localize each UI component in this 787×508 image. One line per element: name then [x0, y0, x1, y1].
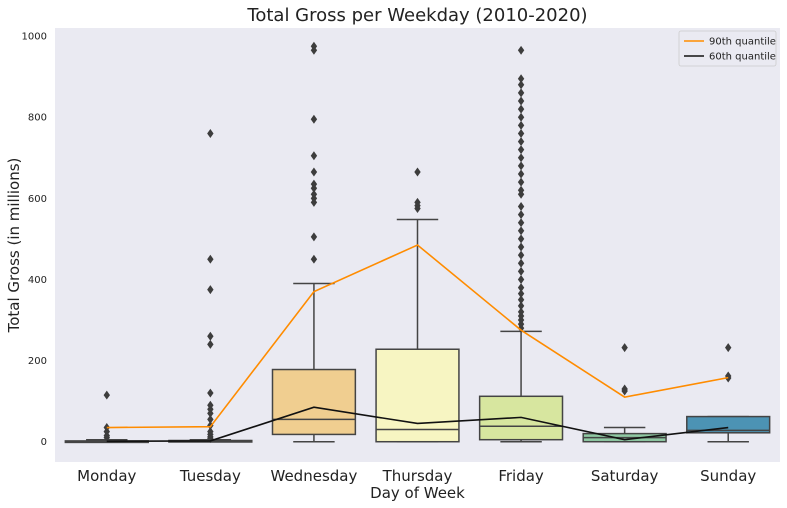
outlier-point [517, 307, 525, 317]
outlier-point [310, 167, 318, 177]
y-tick-label: 200 [28, 356, 47, 367]
outlier-point [517, 185, 525, 195]
outlier-point [310, 41, 318, 51]
outlier-point [725, 371, 732, 381]
outlier-point [517, 250, 525, 260]
y-tick-labels: 0 200 400 600 800 1000 [22, 32, 47, 449]
outlier-point [517, 177, 525, 187]
y-tick-label: 400 [28, 275, 47, 286]
outlier-point [517, 169, 525, 179]
box-sunday [686, 343, 771, 443]
legend: 90th quantile 60th quantile [678, 30, 777, 67]
outlier-point [310, 179, 318, 189]
outlier-point [517, 153, 525, 163]
outlier-point [414, 167, 421, 177]
outlier-point [517, 295, 525, 305]
outlier-point [517, 96, 525, 106]
series-line-60th-quantile [106, 406, 729, 443]
outlier-point [725, 343, 732, 353]
outlier-point [517, 210, 525, 220]
outlier-point [310, 232, 318, 242]
x-tick-label: Tuesday [179, 467, 241, 485]
outlier-point [207, 400, 214, 410]
outlier-point [517, 289, 525, 299]
outlier-point [517, 80, 525, 90]
outlier-point [517, 258, 525, 268]
outlier-point [310, 114, 318, 124]
box-iqr [375, 348, 460, 443]
outlier-point [517, 137, 525, 147]
outlier-point [207, 427, 214, 437]
x-tick-label: Friday [498, 467, 544, 485]
outlier-point [517, 218, 525, 228]
outlier-point [517, 120, 525, 130]
outlier-point [621, 343, 628, 353]
outlier-point [517, 128, 525, 138]
box-iqr [271, 368, 357, 436]
outlier-point [517, 242, 525, 252]
x-tick-label: Wednesday [271, 467, 358, 485]
outlier-point [517, 161, 525, 171]
quantile-lines-layer [106, 244, 729, 443]
outlier-point [207, 285, 214, 295]
outlier-point [207, 388, 214, 398]
outlier-point [517, 226, 525, 236]
legend-label: 90th quantile [709, 37, 776, 48]
outlier-point [207, 339, 214, 349]
outlier-point [310, 151, 318, 161]
outlier-point [207, 128, 214, 138]
outlier-point [517, 145, 525, 155]
y-tick-label: 800 [28, 113, 47, 124]
legend-box [678, 30, 777, 67]
box-saturday [582, 343, 667, 443]
y-tick-label: 0 [41, 437, 47, 448]
chart-title: Total Gross per Weekday (2010-2020) [246, 5, 587, 26]
outlier-point [517, 201, 525, 211]
outlier-point [621, 384, 628, 394]
x-tick-label: Monday [77, 467, 136, 485]
outlier-point [517, 234, 525, 244]
y-tick-label: 1000 [22, 32, 47, 43]
outlier-point [517, 283, 525, 293]
outlier-point [517, 74, 525, 84]
x-tick-label: Thursday [382, 467, 453, 485]
x-axis-label: Day of Week [370, 484, 465, 502]
box-thursday [375, 167, 460, 443]
x-tick-label: Saturday [591, 467, 659, 485]
outlier-point [517, 266, 525, 276]
outlier-point [207, 254, 214, 264]
box-wednesday [271, 41, 357, 443]
legend-label: 60th quantile [709, 52, 776, 63]
outlier-point [414, 197, 421, 207]
outlier-point [517, 88, 525, 98]
y-axis-label: Total Gross (in millions) [5, 158, 23, 334]
outlier-point [517, 104, 525, 114]
box-iqr [686, 415, 771, 434]
outlier-point [517, 45, 525, 55]
series-line-90th-quantile [106, 244, 729, 429]
x-tick-labels: Monday Tuesday Wednesday Thursday Friday Satu… [77, 467, 756, 485]
boxes-layer [64, 41, 771, 444]
outlier-point [310, 254, 318, 264]
x-tick-label: Sunday [700, 467, 756, 485]
outlier-point [103, 390, 110, 400]
outlier-point [517, 274, 525, 284]
outlier-point [207, 414, 214, 424]
y-tick-label: 600 [28, 194, 47, 205]
outlier-point [517, 112, 525, 122]
outlier-point [310, 189, 318, 199]
outlier-point [207, 331, 214, 341]
outlier-point [517, 301, 525, 311]
